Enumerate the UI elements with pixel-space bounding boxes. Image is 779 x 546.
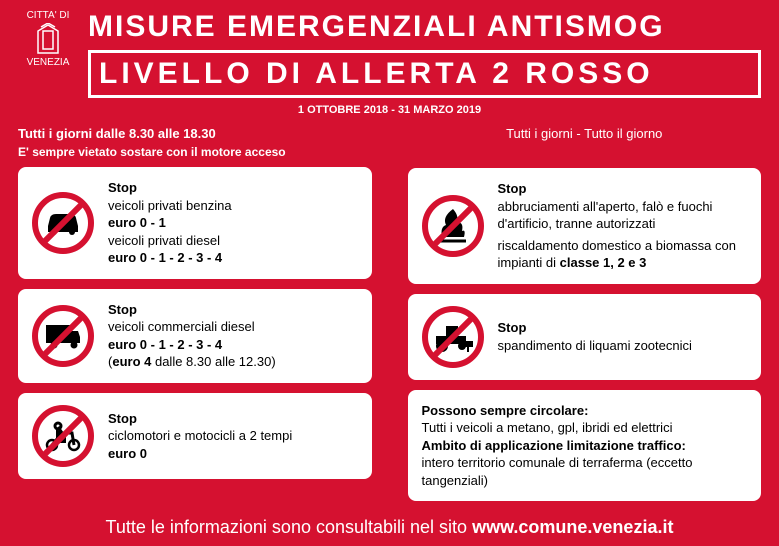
no-car-icon: [32, 192, 94, 254]
card-bold: euro 0 - 1 - 2 - 3 - 4: [108, 249, 232, 267]
city-logo: CITTA' DI VENEZIA: [18, 10, 78, 68]
stop-label: Stop: [498, 319, 692, 337]
left-column: Tutti i giorni dalle 8.30 alle 18.30 E' …: [18, 126, 372, 511]
card-line: veicoli commerciali diesel: [108, 318, 276, 336]
main-title: MISURE EMERGENZIALI ANTISMOG: [88, 10, 761, 44]
card-exemptions: Possono sempre circolare: Tutti i veicol…: [408, 390, 762, 502]
card-bold: euro 0: [108, 445, 292, 463]
exempt-heading: Possono sempre circolare:: [422, 402, 748, 420]
alert-level-box: LIVELLO DI ALLERTA 2 ROSSO: [88, 50, 761, 98]
logo-line2: VENEZIA: [27, 57, 70, 68]
exempt-text: Tutti i veicoli a metano, gpl, ibridi ed…: [422, 419, 748, 437]
no-truck-icon: [32, 305, 94, 367]
right-column: Tutti i giorni - Tutto il giorno Stop ab…: [408, 126, 762, 511]
card-slurry: Stop spandimento di liquami zootecnici: [408, 294, 762, 380]
card-bold: euro 0 - 1: [108, 214, 232, 232]
stop-label: Stop: [108, 301, 276, 319]
card-mopeds: Stop ciclomotori e motocicli a 2 tempi e…: [18, 393, 372, 479]
card-bold: euro 0 - 1 - 2 - 3 - 4: [108, 336, 276, 354]
stop-label: Stop: [108, 179, 232, 197]
footer: Tutte le informazioni sono consultabili …: [18, 517, 761, 538]
card-line: veicoli privati benzina: [108, 197, 232, 215]
no-moto-icon: [32, 405, 94, 467]
no-tractor-icon: [422, 306, 484, 368]
left-subheading: E' sempre vietato sostare con il motore …: [18, 145, 372, 159]
card-line: abbruciamenti all'aperto, falò e fuochi …: [498, 198, 748, 233]
stop-label: Stop: [498, 180, 748, 198]
logo-line1: CITTA' DI: [27, 10, 70, 21]
left-heading: Tutti i giorni dalle 8.30 alle 18.30: [18, 126, 372, 141]
card-private-vehicles: Stop veicoli privati benzina euro 0 - 1 …: [18, 167, 372, 279]
footer-text: Tutte le informazioni sono consultabili …: [106, 517, 473, 537]
alert-level-text: LIVELLO DI ALLERTA 2 ROSSO: [99, 57, 750, 91]
card-line: veicoli privati diesel: [108, 232, 232, 250]
card-burning: Stop abbruciamenti all'aperto, falò e fu…: [408, 168, 762, 284]
right-heading: Tutti i giorni - Tutto il giorno: [408, 126, 762, 141]
validity-dates: 1 OTTOBRE 2018 - 31 MARZO 2019: [18, 104, 761, 116]
card-line: riscaldamento domestico a biomassa con i…: [498, 237, 748, 272]
card-paren: (euro 4 dalle 8.30 alle 12.30): [108, 353, 276, 371]
footer-url: www.comune.venezia.it: [472, 517, 673, 537]
card-line: spandimento di liquami zootecnici: [498, 337, 692, 355]
card-commercial-vehicles: Stop veicoli commerciali diesel euro 0 -…: [18, 289, 372, 383]
scope-text: intero territorio comunale di terraferma…: [422, 454, 748, 489]
no-fire-icon: [422, 195, 484, 257]
stop-label: Stop: [108, 410, 292, 428]
scope-heading: Ambito di applicazione limitazione traff…: [422, 437, 748, 455]
card-line: ciclomotori e motocicli a 2 tempi: [108, 427, 292, 445]
